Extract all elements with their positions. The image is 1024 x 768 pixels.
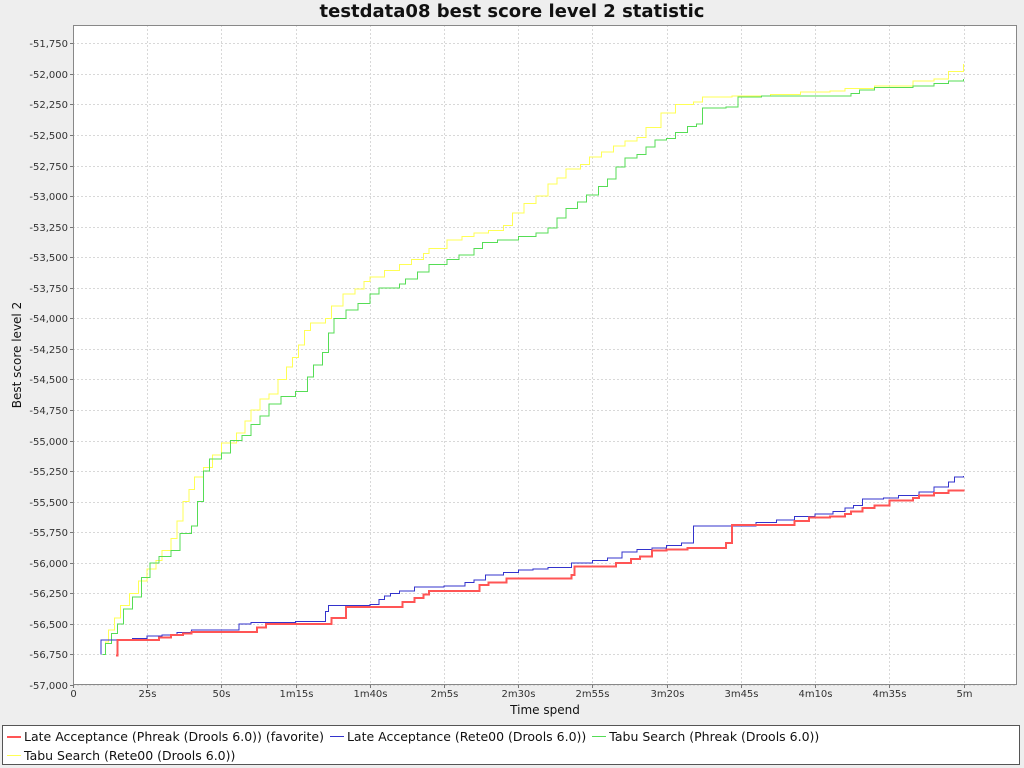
legend-label: Tabu Search (Phreak (Drools 6.0)): [609, 729, 820, 744]
y-tick-label: -54,250: [29, 345, 68, 356]
y-tick-label: -53,500: [29, 253, 68, 264]
legend-swatch: [7, 755, 21, 756]
y-tick-label: -56,250: [29, 589, 68, 600]
x-tick-label: 1m40s: [353, 689, 387, 700]
series-lines: [100, 64, 965, 657]
x-tick-label: 25s: [139, 689, 157, 700]
x-tick-label: 5m: [956, 689, 972, 700]
legend-label: Tabu Search (Rete00 (Drools 6.0)): [24, 748, 236, 763]
legend-item: Tabu Search (Phreak (Drools 6.0)): [592, 727, 819, 746]
y-tick-label: -57,000: [29, 681, 68, 692]
y-tick-label: -53,750: [29, 284, 68, 295]
y-tick-label: -53,250: [29, 223, 68, 234]
legend-item: Late Acceptance (Rete00 (Drools 6.0)): [329, 727, 587, 746]
x-tick-label: 2m55s: [575, 689, 609, 700]
legend-item: Tabu Search (Rete00 (Drools 6.0)): [7, 746, 235, 765]
series-line-2: [102, 78, 965, 655]
legend-label: Late Acceptance (Rete00 (Drools 6.0)): [346, 729, 587, 744]
legend-label: Late Acceptance (Phreak (Drools 6.0)) (f…: [24, 729, 324, 744]
y-tick-label: -54,750: [29, 406, 68, 417]
y-tick-label: -52,250: [29, 100, 68, 111]
y-tick-labels: -51,750 -52,000 -52,250 -52,500 -52,750 -53,0…: [29, 39, 73, 692]
y-tick-label: -51,750: [29, 39, 68, 50]
y-tick-label: -56,500: [29, 620, 68, 631]
y-tick-label: -53,000: [29, 192, 68, 203]
series-line-3: [102, 64, 965, 655]
y-tick-label: -56,750: [29, 650, 68, 661]
plot-border: [73, 25, 1017, 685]
y-tick-label: -55,250: [29, 467, 68, 478]
x-tick-label: 4m10s: [798, 689, 832, 700]
series-line-1: [100, 476, 965, 655]
x-tick-label: 50s: [213, 689, 231, 700]
grid-lines: [73, 25, 1017, 686]
y-tick-label: -52,750: [29, 162, 68, 173]
y-tick-label: -55,500: [29, 498, 68, 509]
x-tick-label: 2m5s: [431, 689, 459, 700]
legend-item: Late Acceptance (Phreak (Drools 6.0)) (f…: [7, 727, 324, 746]
legend-swatch: [592, 736, 607, 737]
x-tick-label: 2m30s: [501, 689, 535, 700]
y-tick-label: -54,500: [29, 375, 68, 386]
legend-swatch: [329, 736, 344, 737]
y-tick-label: -52,000: [29, 70, 68, 81]
y-tick-label: -55,750: [29, 528, 68, 539]
x-tick-label: 0: [70, 689, 76, 700]
legend: Late Acceptance (Phreak (Drools 6.0)) (f…: [2, 725, 1020, 765]
y-tick-label: -56,000: [29, 559, 68, 570]
chart-title: testdata08 best score level 2 statistic: [319, 1, 705, 22]
chart-svg: -51,750 -52,000 -52,250 -52,500 -52,750 -53,0…: [10, 25, 1017, 717]
series-line-0: [116, 489, 965, 657]
y-axis-title: Best score level 2: [10, 302, 24, 408]
x-tick-label: 3m45s: [724, 689, 758, 700]
plot-background: [73, 25, 1017, 685]
x-tick-label: 1m15s: [279, 689, 313, 700]
x-tick-label: 3m20s: [650, 689, 684, 700]
x-tick-labels: 0 25s 50s 1m15s 1m40s 2m5s 2m30s 2m55s 3m20s 3m45…: [70, 685, 973, 700]
y-tick-label: -55,000: [29, 437, 68, 448]
x-axis-title: Time spend: [509, 703, 580, 717]
y-tick-label: -52,500: [29, 131, 68, 142]
x-tick-label: 4m35s: [872, 689, 906, 700]
y-tick-label: -54,000: [29, 314, 68, 325]
legend-swatch: [7, 735, 21, 738]
